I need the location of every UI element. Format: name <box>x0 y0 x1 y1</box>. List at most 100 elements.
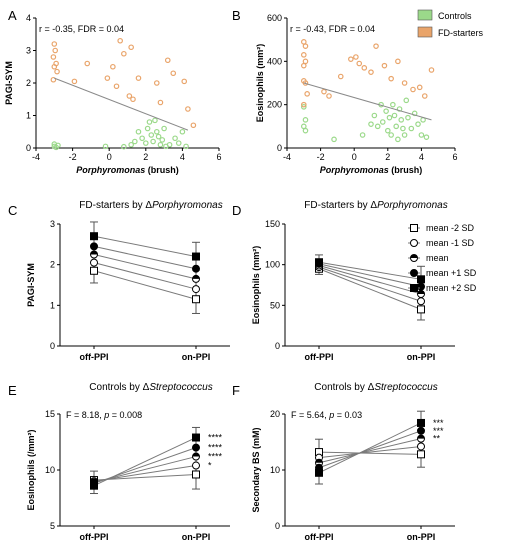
marker-m0-fill <box>417 435 425 439</box>
x-tick-label: 6 <box>452 152 457 162</box>
x-axis-label-suffix: (brush) <box>145 165 179 175</box>
point-fd <box>300 52 307 58</box>
point-fd <box>304 91 310 97</box>
point-fd <box>84 60 91 67</box>
point-controls <box>368 121 374 127</box>
point-fd <box>170 70 177 77</box>
stat-part: = 0.008 <box>109 410 142 420</box>
point-fd <box>50 76 57 83</box>
y-axis-label: Eosinophils (mm²) <box>255 44 265 123</box>
significance-label: **** <box>208 452 223 462</box>
point-controls <box>161 125 167 132</box>
x-tick-label: 6 <box>216 152 221 162</box>
series-line-m1 <box>318 266 422 302</box>
point-controls <box>121 143 127 150</box>
x-tick-label: off-PPI <box>305 352 334 362</box>
point-fd <box>395 58 401 65</box>
point-controls <box>408 125 415 132</box>
point-controls <box>371 112 378 119</box>
legend-label: mean +2 SD <box>426 283 477 293</box>
panel-title-part: Δ <box>145 200 152 211</box>
marker-m2 <box>192 470 200 479</box>
panel-letter: C <box>8 203 17 218</box>
x-tick-label: 0 <box>107 152 112 162</box>
y-axis-label: Eosinophils (mm²) <box>251 246 261 325</box>
point-fd <box>135 75 142 81</box>
marker-p1 <box>417 426 425 435</box>
point-fd <box>54 68 60 75</box>
series-line-m2 <box>93 473 197 481</box>
panel-letter: D <box>232 203 241 218</box>
significance-label: *** <box>433 426 444 436</box>
point-fd <box>302 43 309 49</box>
x-tick-label: -4 <box>283 152 291 162</box>
point-controls <box>146 119 153 125</box>
point-fd <box>126 93 133 99</box>
point-fd <box>113 83 120 90</box>
point-fd <box>337 73 344 80</box>
point-fd <box>326 93 332 99</box>
x-tick-label: -2 <box>317 152 325 162</box>
panel-title-part: Δ <box>143 382 150 393</box>
point-controls <box>400 125 406 132</box>
x-tick-label: off-PPI <box>80 532 109 542</box>
point-controls <box>374 123 381 130</box>
point-controls <box>403 97 410 104</box>
y-tick-label: 15 <box>45 409 55 419</box>
x-tick-label: 2 <box>143 152 148 162</box>
significance-label: **** <box>208 443 223 453</box>
x-tick-label: -4 <box>32 152 40 162</box>
y-axis-label: Eosinophils (/mm²) <box>26 429 36 510</box>
point-controls <box>175 140 182 146</box>
point-fd <box>52 47 59 54</box>
marker-m2 <box>90 266 98 275</box>
point-fd <box>356 60 363 67</box>
point-fd <box>117 37 123 44</box>
point-fd <box>348 56 354 62</box>
marker-p2 <box>90 232 98 241</box>
marker-m0-fill <box>90 251 98 255</box>
point-controls <box>300 104 307 110</box>
point-controls <box>393 123 400 130</box>
marker-p1 <box>192 264 200 273</box>
legend-marker <box>410 239 418 247</box>
y-tick-label: 10 <box>45 465 55 475</box>
panel-title-part: Porphyromonas <box>152 200 223 211</box>
point-controls <box>139 135 145 142</box>
marker-m1 <box>417 442 425 451</box>
legend-label: FD-starters <box>438 28 484 38</box>
point-controls <box>331 136 337 143</box>
y-tick-label: 0 <box>277 143 282 153</box>
significance-label: *** <box>433 418 444 428</box>
marker-m1 <box>192 461 200 470</box>
point-controls <box>144 125 151 132</box>
point-controls <box>172 135 178 142</box>
point-controls <box>359 132 366 138</box>
panel-c: C FD-starters by ΔPorphyromonas 0 1 2 3 off-PP… <box>8 200 230 362</box>
legend-swatch <box>417 26 433 38</box>
trend-line <box>303 82 432 121</box>
trend-line <box>54 77 189 131</box>
marker-p2 <box>315 468 323 477</box>
y-tick-label: 5 <box>50 521 55 531</box>
point-fd <box>71 78 78 85</box>
panel-letter: E <box>8 383 17 398</box>
point-controls <box>415 121 421 127</box>
series-line-m2 <box>318 268 422 310</box>
panel-title: FD-starters by ΔPorphyromonas <box>79 200 222 211</box>
panel-title-part: FD-starters by <box>304 200 370 211</box>
point-controls <box>386 114 393 121</box>
point-controls <box>390 101 396 108</box>
point-fd <box>164 57 171 64</box>
stat-part: p <box>328 410 334 420</box>
point-fd <box>416 84 423 91</box>
x-tick-label: 0 <box>352 152 357 162</box>
point-controls <box>128 141 134 148</box>
stat-annotation: r = -0.43, FDR = 0.04 <box>290 24 375 34</box>
y-tick-label: 2 <box>50 260 55 270</box>
y-tick-label: 3 <box>26 46 31 56</box>
marker-p1 <box>90 242 98 251</box>
panel-title-part: FD-starters by <box>79 200 145 211</box>
